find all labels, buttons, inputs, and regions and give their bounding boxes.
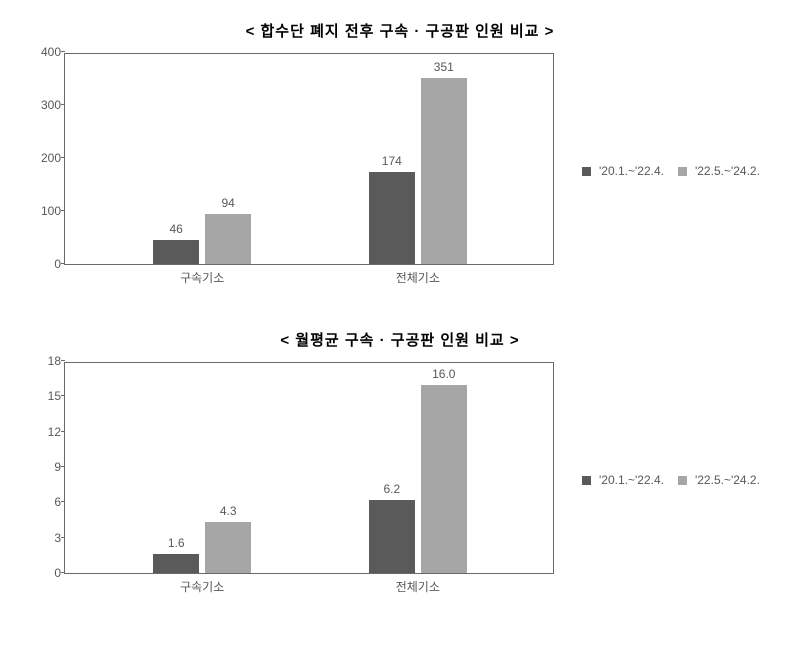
legend-label: '20.1.~'22.4. [599, 473, 664, 487]
legend-swatch [678, 476, 687, 485]
bar-value-label: 6.2 [383, 482, 400, 496]
legend-label: '22.5.~'24.2. [695, 164, 760, 178]
y-tick-label: 9 [31, 460, 61, 474]
y-tick-mark [61, 501, 65, 502]
y-tick-label: 6 [31, 495, 61, 509]
bar: 4.3 [205, 522, 251, 573]
chart-0: < 합수단 폐지 전후 구속 · 구공판 인원 비교 >010020030040… [0, 20, 800, 289]
legend-swatch [678, 167, 687, 176]
bar: 1.6 [153, 554, 199, 573]
y-tick-mark [61, 360, 65, 361]
chart-title: < 합수단 폐지 전후 구속 · 구공판 인원 비교 > [0, 20, 800, 41]
legend-swatch [582, 476, 591, 485]
charts-container: < 합수단 폐지 전후 구속 · 구공판 인원 비교 >010020030040… [0, 20, 800, 598]
x-tick-label: 전체기소 [396, 578, 440, 595]
bar-value-label: 4.3 [220, 504, 237, 518]
bar: 46 [153, 240, 199, 264]
y-tick-mark [61, 51, 65, 52]
y-tick-label: 100 [31, 204, 61, 218]
plot-area: 0100200300400구속기소4694전체기소174351 [64, 53, 554, 265]
bar: 351 [421, 78, 467, 264]
y-tick-mark [61, 104, 65, 105]
bar-value-label: 94 [222, 196, 235, 210]
y-tick-label: 300 [31, 98, 61, 112]
legend-swatch [582, 167, 591, 176]
bar: 94 [205, 214, 251, 264]
bar-value-label: 351 [434, 60, 454, 74]
y-tick-mark [61, 431, 65, 432]
plot-area: 0369121518구속기소1.64.3전체기소6.216.0 [64, 362, 554, 574]
y-tick-mark [61, 210, 65, 211]
x-tick-label: 전체기소 [396, 269, 440, 286]
chart-row: 0100200300400구속기소4694전체기소174351 '20.1.~'2… [0, 53, 800, 289]
y-tick-label: 15 [31, 389, 61, 403]
y-tick-mark [61, 395, 65, 396]
bar: 6.2 [369, 500, 415, 573]
legend-label: '20.1.~'22.4. [599, 164, 664, 178]
bar-value-label: 46 [170, 222, 183, 236]
legend: '20.1.~'22.4. '22.5.~'24.2. [582, 164, 766, 178]
y-tick-label: 3 [31, 531, 61, 545]
bar: 174 [369, 172, 415, 264]
y-tick-label: 400 [31, 45, 61, 59]
y-tick-mark [61, 537, 65, 538]
bar-value-label: 174 [382, 154, 402, 168]
y-tick-label: 0 [31, 257, 61, 271]
chart-row: 0369121518구속기소1.64.3전체기소6.216.0'20.1.~'2… [0, 362, 800, 598]
chart-title: < 월평균 구속 · 구공판 인원 비교 > [0, 329, 800, 350]
y-tick-label: 12 [31, 425, 61, 439]
y-tick-mark [61, 157, 65, 158]
bar-value-label: 16.0 [432, 367, 455, 381]
bar: 16.0 [421, 385, 467, 573]
bar-value-label: 1.6 [168, 536, 185, 550]
y-tick-mark [61, 263, 65, 264]
x-tick-label: 구속기소 [180, 269, 224, 286]
y-tick-mark [61, 466, 65, 467]
chart-1: < 월평균 구속 · 구공판 인원 비교 > 0 3 6 9 12 15 18 구속기소 1.6 4… [0, 329, 800, 598]
y-tick-label: 200 [31, 151, 61, 165]
x-tick-label: 구속기소 [180, 578, 224, 595]
y-tick-label: 18 [31, 354, 61, 368]
legend: '20.1.~'22.4. '22.5.~'24.2. [582, 473, 766, 487]
legend-label: '22.5.~'24.2. [695, 473, 760, 487]
y-tick-mark [61, 572, 65, 573]
y-tick-label: 0 [31, 566, 61, 580]
